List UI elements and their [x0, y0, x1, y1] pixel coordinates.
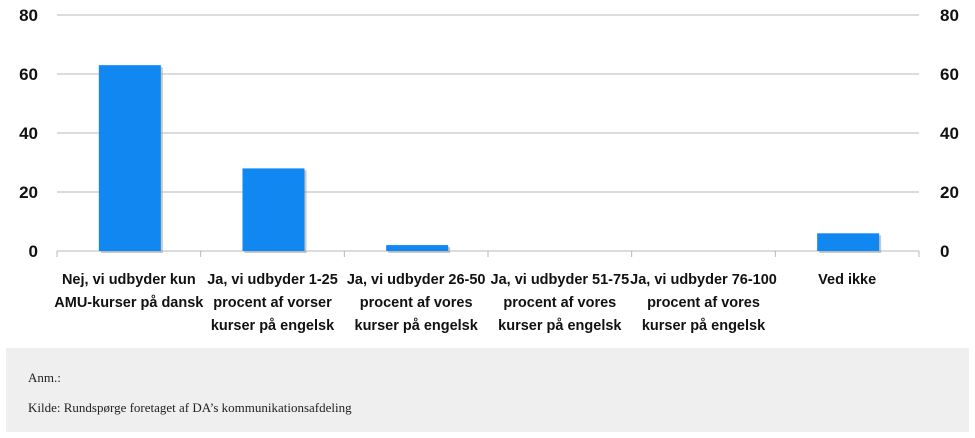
y-tick-label-right: 20 [940, 183, 959, 202]
y-tick-label-left: 0 [29, 242, 38, 261]
y-tick-label-right: 0 [940, 242, 949, 261]
x-axis-category-labels: Nej, vi udbyder kun AMU-kurser på danskJa… [54, 272, 876, 334]
bar [98, 65, 161, 252]
x-tick-label: Ja, vi udbyder 1-25 procent af vorser kurs… [207, 272, 338, 334]
x-tick-label: Nej, vi udbyder kun AMU-kurser på dansk [54, 272, 204, 311]
gridlines [56, 14, 920, 257]
source-text: Kilde: Rundspørge foretaget af DA’s komm… [28, 400, 352, 415]
footnote-box: Anm.: Kilde: Rundspørge foretaget af DA’… [6, 348, 969, 432]
x-tick-label: Ved ikke [818, 272, 876, 288]
bar [386, 245, 449, 251]
x-tick-label: Ja, vi udbyder 51-75 procent af vores kurs… [491, 272, 630, 334]
bar-chart: 0 0 20 20 40 40 60 60 80 80 Nej, vi udbyder kun AM… [19, 6, 959, 334]
bar [242, 168, 305, 251]
x-tick-label: Ja, vi udbyder 26-50 procent af vores kurs… [347, 272, 486, 334]
y-tick-label-right: 60 [940, 65, 959, 84]
y-tick-label-left: 20 [19, 183, 38, 202]
bars [98, 65, 882, 254]
y-tick-label-right: 80 [940, 6, 959, 25]
y-tick-label-right: 40 [940, 124, 959, 143]
y-tick-label-left: 60 [19, 65, 38, 84]
note-text: Anm.: [28, 370, 61, 385]
bar [817, 233, 880, 251]
y-tick-label-left: 40 [19, 124, 38, 143]
y-axis-tick-labels: 0 0 20 20 40 40 60 60 80 80 [19, 6, 959, 261]
x-tick-label: Ja, vi udbyder 76-100 procent af vores kur… [630, 272, 777, 334]
y-tick-label-left: 80 [19, 6, 38, 25]
